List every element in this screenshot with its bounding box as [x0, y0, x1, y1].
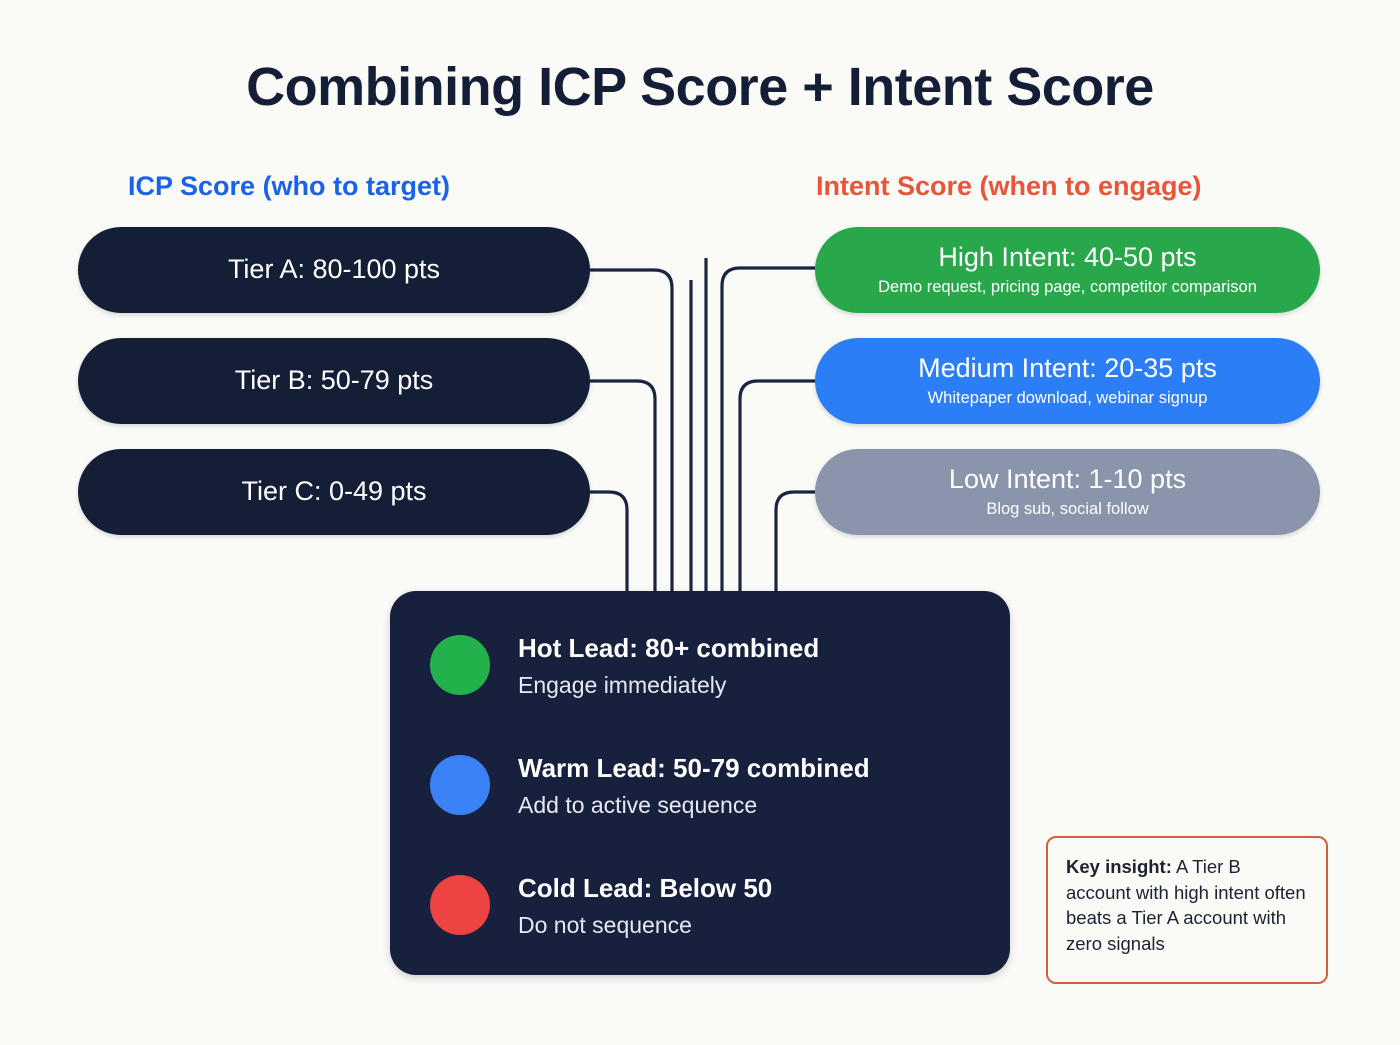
intent-pill-low[interactable]: Low Intent: 1-10 pts Blog sub, social fo…	[815, 449, 1320, 535]
icp-tier-pill-a[interactable]: Tier A: 80-100 pts	[78, 227, 590, 313]
intent-pill-high[interactable]: High Intent: 40-50 pts Demo request, pri…	[815, 227, 1320, 313]
key-insight-box: Key insight: A Tier B account with high …	[1046, 836, 1328, 984]
cold-lead-title: Cold Lead: Below 50	[518, 873, 773, 903]
connector-tier-a	[590, 268, 674, 592]
combined-score-box: Hot Lead: 80+ combined Engage immediatel…	[390, 591, 1010, 975]
key-insight-text: A Tier B account with high intent often …	[1066, 856, 1306, 954]
green-status-dot	[430, 635, 490, 695]
warm-lead-title: Warm Lead: 50-79 combined	[518, 753, 870, 783]
page-title: Combining ICP Score + Intent Score	[246, 57, 1154, 117]
lead-row-warm[interactable]: Warm Lead: 50-79 combined Add to active …	[390, 753, 1010, 820]
intent-medium-sublabel: Whitepaper download, webinar signup	[927, 389, 1208, 408]
hot-lead-subtitle: Engage immediately	[518, 672, 727, 699]
lead-row-hot[interactable]: Hot Lead: 80+ combined Engage immediatel…	[390, 633, 1010, 700]
intent-low-sublabel: Blog sub, social follow	[986, 500, 1149, 519]
hot-lead-title: Hot Lead: 80+ combined	[518, 633, 820, 663]
column-heading-icp: ICP Score (who to target)	[128, 171, 451, 201]
red-status-dot	[430, 875, 490, 935]
cold-lead-subtitle: Do not sequence	[518, 912, 692, 939]
icp-tier-c-label: Tier C: 0-49 pts	[241, 476, 427, 507]
intent-medium-label: Medium Intent: 20-35 pts	[918, 353, 1217, 384]
intent-high-label: High Intent: 40-50 pts	[938, 242, 1197, 273]
connector-medium-intent	[738, 379, 815, 592]
icp-tier-b-label: Tier B: 50-79 pts	[234, 365, 434, 396]
connector-high-intent	[720, 266, 815, 592]
intent-high-sublabel: Demo request, pricing page, competitor c…	[878, 278, 1257, 297]
intent-low-label: Low Intent: 1-10 pts	[948, 464, 1187, 495]
connector-tier-b	[590, 379, 657, 592]
icp-tier-pill-c[interactable]: Tier C: 0-49 pts	[78, 449, 590, 535]
blue-status-dot	[430, 755, 490, 815]
column-heading-intent: Intent Score (when to engage)	[816, 171, 1202, 201]
warm-lead-subtitle: Add to active sequence	[518, 792, 758, 819]
icp-tier-a-label: Tier A: 80-100 pts	[227, 254, 441, 285]
lead-row-cold[interactable]: Cold Lead: Below 50 Do not sequence	[390, 873, 1010, 940]
intent-pill-medium[interactable]: Medium Intent: 20-35 pts Whitepaper down…	[815, 338, 1320, 424]
icp-tier-pill-b[interactable]: Tier B: 50-79 pts	[78, 338, 590, 424]
connector-tier-c	[590, 490, 629, 592]
key-insight-label: Key insight:	[1066, 856, 1172, 877]
connector-low-intent	[774, 490, 815, 592]
